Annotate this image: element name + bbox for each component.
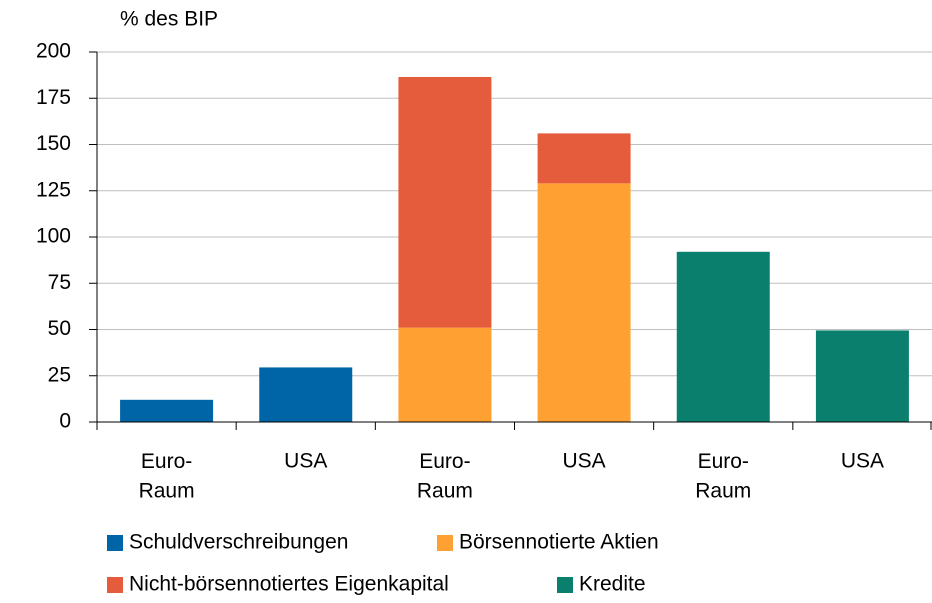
legend-swatch bbox=[107, 535, 123, 551]
y-tick-label: 100 bbox=[36, 225, 71, 248]
y-axis-label: % des BIP bbox=[120, 8, 218, 31]
y-tick-label: 175 bbox=[36, 86, 71, 109]
bar bbox=[259, 367, 353, 422]
y-tick-label: 150 bbox=[36, 132, 71, 155]
x-tick-label: Euro-Raum bbox=[695, 450, 751, 502]
y-tick-label: 200 bbox=[36, 40, 71, 63]
y-tick-label: 0 bbox=[59, 410, 71, 433]
bar bbox=[537, 133, 631, 184]
y-tick-label: 50 bbox=[48, 317, 71, 340]
x-tick-label: USA bbox=[284, 450, 327, 473]
legend-label: Kredite bbox=[579, 573, 646, 596]
y-tick-label: 125 bbox=[36, 178, 71, 201]
legend-swatch bbox=[557, 577, 573, 593]
bar bbox=[398, 327, 492, 422]
y-tick-label: 25 bbox=[48, 363, 71, 386]
y-tick-label: 75 bbox=[48, 271, 71, 294]
x-tick-label: Euro-Raum bbox=[417, 450, 473, 502]
legend-label: Börsennotierte Aktien bbox=[459, 531, 659, 554]
legend-swatch bbox=[437, 535, 453, 551]
bar bbox=[676, 251, 770, 422]
x-tick-label: USA bbox=[562, 450, 605, 473]
bar bbox=[398, 76, 492, 328]
legend-label: Schuldverschreibungen bbox=[129, 531, 348, 554]
x-tick-label: USA bbox=[841, 450, 884, 473]
legend-swatch bbox=[107, 577, 123, 593]
x-tick-label: Euro-Raum bbox=[139, 450, 195, 502]
bar bbox=[120, 399, 214, 422]
bar bbox=[537, 183, 631, 422]
bar bbox=[815, 330, 909, 422]
legend-label: Nicht-börsennotiertes Eigenkapital bbox=[129, 573, 449, 596]
